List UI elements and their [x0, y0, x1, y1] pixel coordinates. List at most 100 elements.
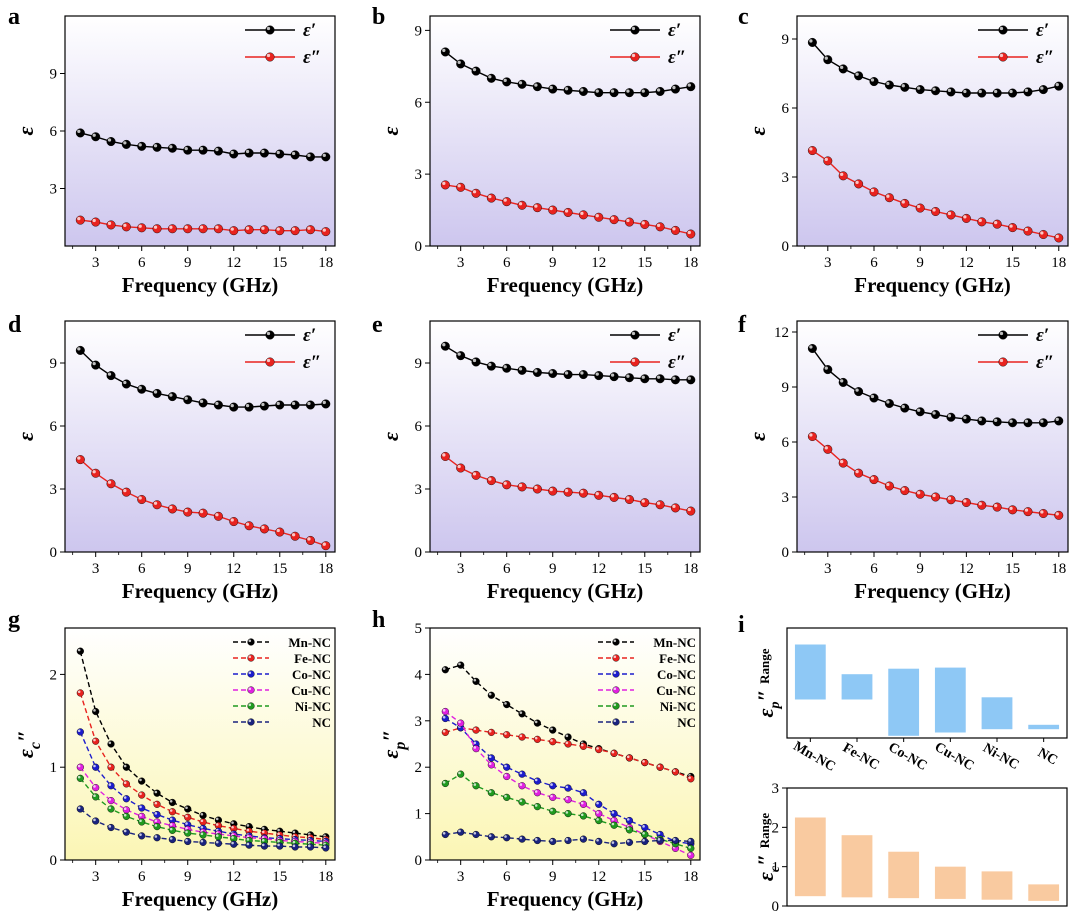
- y-tick-label: 1: [415, 807, 423, 823]
- data-point: [686, 375, 696, 385]
- x-tick-label: 15: [637, 561, 652, 577]
- data-point: [931, 206, 941, 216]
- data-point: [1008, 505, 1018, 515]
- panel-letter-a: a: [8, 4, 20, 30]
- series-line-1: [79, 692, 326, 841]
- x-axis-title: Frequency (GHz): [122, 273, 279, 297]
- data-point: [548, 369, 558, 379]
- panel-i-top: Mn-NC Fe-NC Co-NC Cu-NC Ni-NC NC εp″ Range: [753, 627, 1068, 775]
- data-point: [578, 86, 588, 96]
- data-point: [91, 360, 101, 370]
- data-point: [532, 82, 542, 92]
- data-point: [229, 402, 239, 412]
- x-tick-label: 6: [870, 561, 878, 577]
- data-point: [91, 468, 101, 478]
- data-point: [977, 416, 987, 426]
- y-tick-label: 9: [415, 23, 423, 39]
- legend-marker: [265, 52, 275, 62]
- data-point: [838, 458, 848, 468]
- legend-marker: [998, 52, 1008, 62]
- data-point: [457, 770, 465, 778]
- x-tick-label: 9: [184, 561, 192, 577]
- x-tick-label: 15: [1005, 255, 1020, 271]
- data-point: [823, 444, 833, 454]
- legend-marker: [247, 686, 255, 694]
- data-point: [259, 225, 269, 235]
- legend-marker: [247, 718, 255, 726]
- x-tick-label: 3: [824, 255, 832, 271]
- data-point: [992, 417, 1002, 427]
- data-point: [76, 647, 84, 655]
- data-point: [244, 148, 254, 158]
- data-point: [838, 377, 848, 387]
- x-tick-label: 6: [503, 255, 511, 271]
- panel-a: 3 6 9 12 15 18 3 6 9 Frequency (GHz) ε ε′ ε″: [13, 15, 336, 297]
- data-point: [441, 666, 449, 674]
- data-point: [290, 400, 300, 410]
- data-point: [121, 139, 131, 149]
- data-point: [137, 495, 147, 505]
- bar-Fe-NC: [841, 674, 873, 700]
- data-point: [640, 219, 650, 229]
- x-tick-label: 3: [457, 561, 465, 577]
- data-point: [91, 132, 101, 142]
- data-point: [92, 817, 100, 825]
- data-point: [549, 837, 557, 846]
- data-point: [1054, 233, 1064, 243]
- legend-label: Cu-NC: [291, 683, 331, 698]
- x-tick-label: 3: [824, 561, 832, 577]
- legend-marker: [265, 357, 275, 367]
- data-point: [838, 171, 848, 181]
- axes-frame: [786, 627, 1068, 739]
- legend-label: ε′: [303, 20, 316, 41]
- data-point: [440, 451, 450, 461]
- y-tick-label: 9: [50, 67, 58, 83]
- data-point: [92, 784, 100, 792]
- data-point: [290, 226, 300, 236]
- bar-Fe-NC: [841, 835, 873, 898]
- data-point: [564, 796, 572, 804]
- x-tick-label: 18: [683, 255, 698, 271]
- data-point: [244, 225, 254, 235]
- y-axis-title: ε: [378, 126, 403, 135]
- data-point: [518, 798, 526, 806]
- data-point: [75, 345, 85, 355]
- x-tick-label: 9: [184, 255, 192, 271]
- data-point: [213, 400, 223, 410]
- data-point: [199, 831, 207, 839]
- y-axis-title: ε: [13, 432, 38, 441]
- data-point: [595, 800, 603, 808]
- data-point: [138, 777, 146, 785]
- data-point: [306, 843, 315, 851]
- data-point: [946, 87, 956, 97]
- data-point: [564, 733, 572, 741]
- legend-marker: [998, 357, 1008, 367]
- y-tick-label: 0: [415, 239, 423, 255]
- legend-label: ε″: [668, 47, 686, 68]
- x-tick-label: 12: [226, 561, 241, 577]
- data-point: [992, 502, 1002, 512]
- data-point: [122, 763, 130, 771]
- data-point: [915, 203, 925, 213]
- legend-marker: [630, 357, 640, 367]
- x-tick-label: 3: [457, 255, 465, 271]
- data-point: [517, 79, 527, 89]
- panel-letter-f: f: [738, 312, 747, 338]
- data-point: [184, 837, 192, 846]
- data-point: [884, 80, 894, 90]
- data-point: [595, 745, 603, 754]
- data-point: [549, 782, 557, 790]
- data-point: [229, 517, 239, 527]
- data-point: [92, 793, 100, 801]
- data-point: [457, 661, 465, 669]
- data-point: [107, 823, 115, 832]
- x-tick-label: 12: [591, 869, 606, 885]
- y-tick-label: 0: [772, 899, 780, 915]
- data-point: [167, 392, 177, 402]
- data-point: [670, 503, 680, 513]
- data-point: [915, 489, 925, 499]
- data-point: [472, 830, 480, 839]
- data-point: [441, 779, 449, 788]
- data-point: [594, 88, 604, 98]
